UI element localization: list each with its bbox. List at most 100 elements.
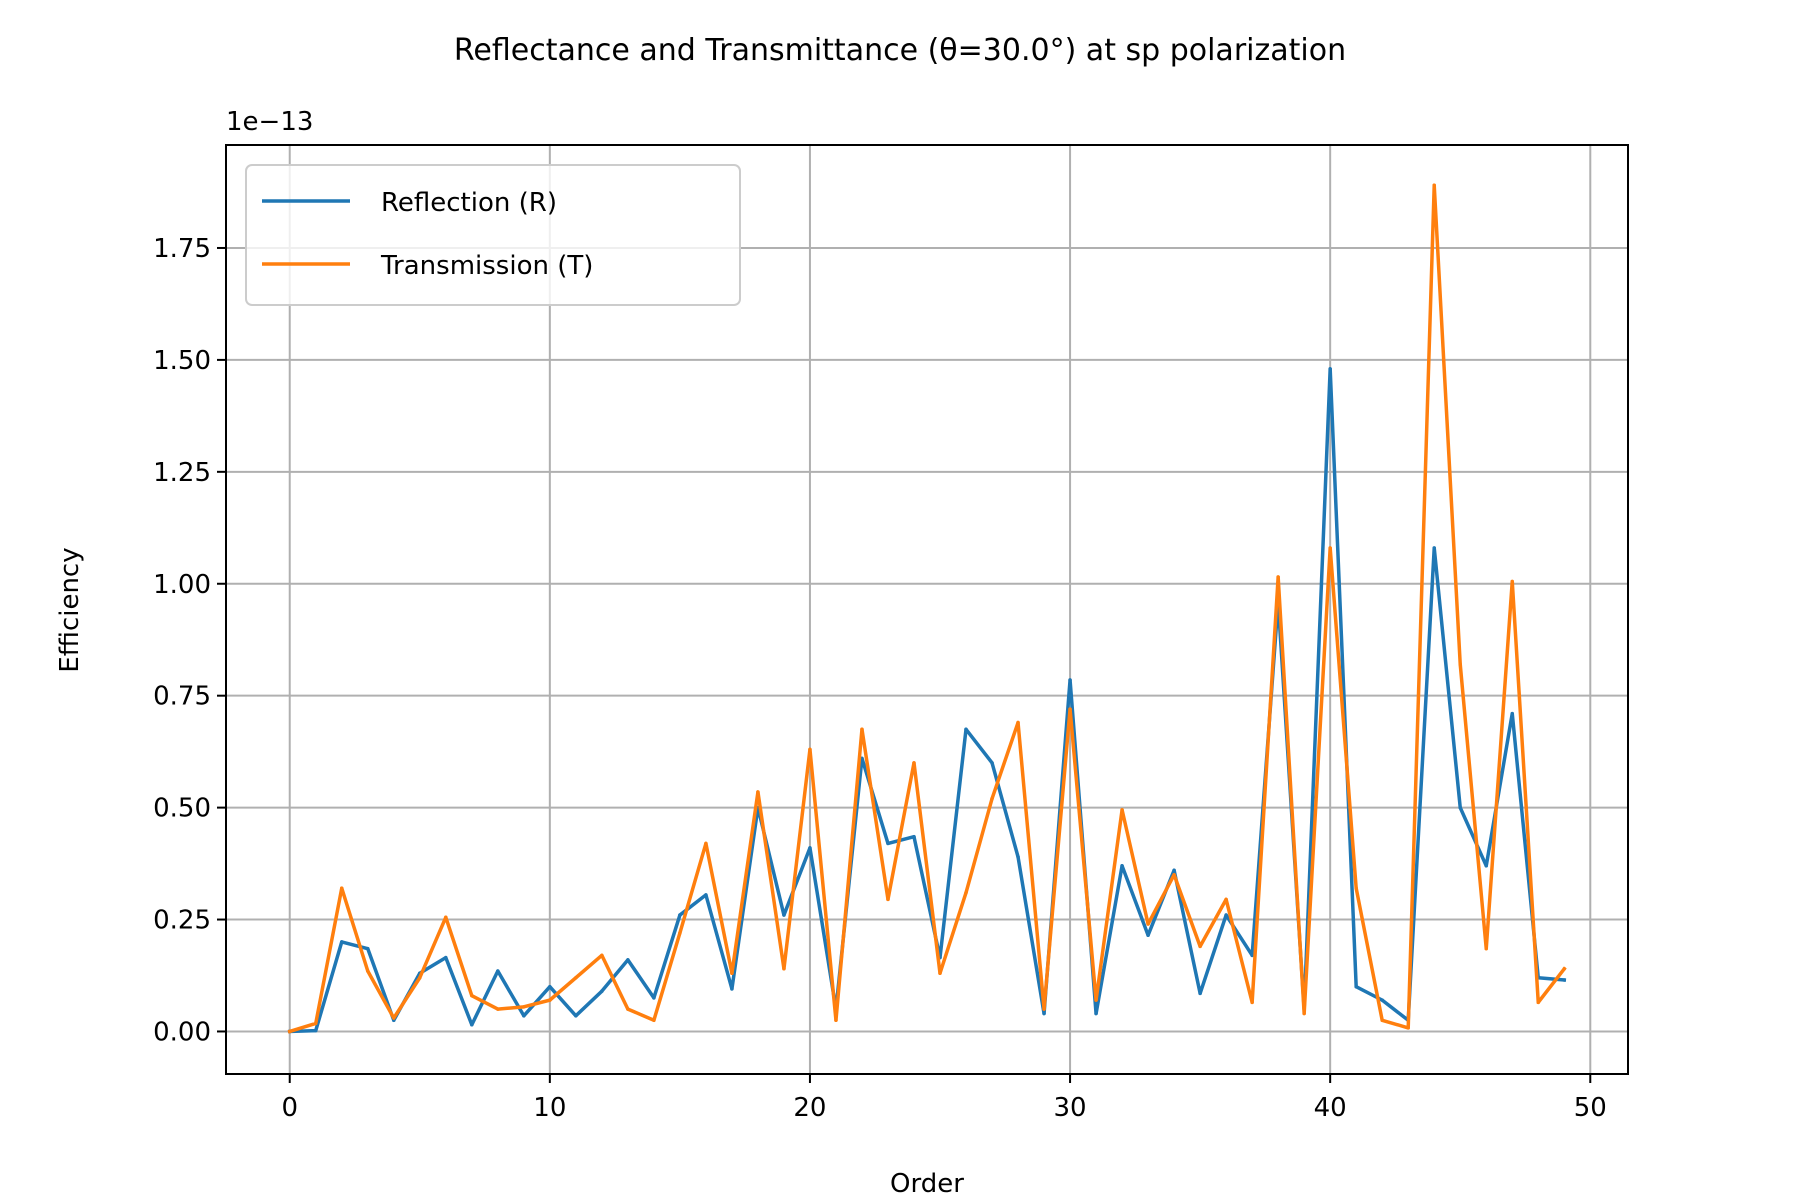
x-tick-label: 10 xyxy=(533,1093,566,1123)
data-point-reflection xyxy=(964,727,968,732)
data-point-reflection xyxy=(574,1014,578,1018)
x-tick-label: 40 xyxy=(1314,1093,1347,1123)
data-point-reflection xyxy=(678,913,682,917)
data-point-reflection xyxy=(782,913,786,917)
data-point-reflection xyxy=(730,987,734,991)
data-point-reflection xyxy=(600,989,604,993)
data-point-reflection xyxy=(1562,978,1567,982)
y-tick-label: 1.25 xyxy=(153,458,211,488)
data-point-reflection xyxy=(1146,933,1150,937)
data-point-transmission xyxy=(1562,967,1567,971)
legend: Reflection (R) Transmission (T) xyxy=(245,164,741,306)
data-point-reflection xyxy=(1250,953,1254,958)
x-tick-label: 20 xyxy=(793,1093,826,1123)
y-tick-label: 0.75 xyxy=(153,682,211,712)
legend-box xyxy=(245,164,741,306)
y-tick-label: 0.00 xyxy=(153,1017,211,1047)
data-point-transmission xyxy=(313,1021,318,1026)
y-tick-label: 0.25 xyxy=(153,906,211,936)
data-point-reflection xyxy=(1484,864,1488,868)
y-offset-label: 1e−13 xyxy=(226,107,313,137)
data-point-reflection xyxy=(1094,1011,1098,1016)
data-point-transmission xyxy=(418,975,422,980)
data-point-reflection xyxy=(626,958,630,962)
data-point-reflection xyxy=(522,1014,526,1018)
data-point-transmission xyxy=(600,953,604,958)
data-point-transmission xyxy=(1536,1000,1541,1005)
x-tick-label: 50 xyxy=(1574,1093,1607,1123)
data-point-reflection xyxy=(1354,984,1358,989)
data-point-transmission xyxy=(886,897,890,902)
data-point-transmission xyxy=(1302,1011,1306,1016)
data-point-transmission xyxy=(1172,873,1176,877)
x-tick-label: 0 xyxy=(281,1093,298,1123)
data-point-transmission xyxy=(730,971,734,976)
data-point-transmission xyxy=(287,1029,292,1034)
data-point-transmission xyxy=(860,727,864,732)
y-axis-label: Efficiency xyxy=(55,547,85,672)
y-tick-label: 1.50 xyxy=(153,346,211,376)
plot-frame xyxy=(225,144,1629,1075)
data-point-reflection xyxy=(496,969,500,973)
legend-label-reflection: Reflection (R) xyxy=(381,188,557,218)
data-point-transmission xyxy=(340,886,344,890)
y-tick-label: 1.75 xyxy=(153,234,211,264)
data-point-transmission xyxy=(782,967,786,971)
series-line-transmission xyxy=(287,183,1567,1034)
data-point-reflection xyxy=(1458,805,1462,810)
data-point-transmission xyxy=(1354,886,1358,890)
data-point-transmission xyxy=(574,975,578,980)
data-point-transmission xyxy=(1042,1007,1046,1011)
data-point-transmission xyxy=(1406,1026,1410,1030)
data-point-reflection xyxy=(1510,711,1514,716)
data-point-reflection xyxy=(1120,864,1124,868)
data-point-reflection xyxy=(548,984,552,989)
series-line-reflection xyxy=(287,367,1567,1034)
data-point-transmission xyxy=(366,969,370,973)
data-point-reflection xyxy=(990,761,994,765)
data-point-reflection xyxy=(1172,868,1176,873)
data-point-transmission xyxy=(834,1018,838,1023)
data-point-reflection xyxy=(1432,546,1436,550)
chart-title: Reflectance and Transmittance (θ=30.0°) … xyxy=(454,33,1346,68)
data-point-reflection xyxy=(444,955,448,960)
data-point-reflection xyxy=(1016,855,1020,859)
data-point-transmission xyxy=(1068,707,1072,711)
data-point-reflection xyxy=(912,834,916,839)
x-tick-label: 30 xyxy=(1054,1093,1087,1123)
y-tick-label: 0.50 xyxy=(153,794,211,824)
data-point-reflection xyxy=(313,1028,318,1033)
data-point-transmission xyxy=(522,1005,526,1009)
data-point-transmission xyxy=(470,993,474,998)
data-point-transmission xyxy=(1016,720,1020,725)
series-layer xyxy=(287,183,1567,1034)
data-point-transmission xyxy=(1198,944,1202,949)
data-point-transmission xyxy=(912,761,916,765)
data-point-reflection xyxy=(470,1023,474,1027)
data-point-transmission xyxy=(1250,1000,1254,1005)
data-point-reflection xyxy=(366,946,370,951)
y-axis: 0.00 0.25 0.50 0.75 1.00 1.25 1.50 1.75 xyxy=(153,234,226,1047)
data-point-transmission xyxy=(1432,183,1436,188)
data-point-reflection xyxy=(1224,913,1228,917)
data-point-transmission xyxy=(1510,579,1514,584)
data-point-reflection xyxy=(1042,1011,1046,1016)
data-point-transmission xyxy=(704,841,708,846)
data-point-reflection xyxy=(652,996,656,1000)
data-point-transmission xyxy=(444,915,448,920)
data-point-transmission xyxy=(1146,922,1150,926)
data-point-reflection xyxy=(1380,998,1384,1002)
data-point-reflection xyxy=(704,893,708,897)
data-point-reflection xyxy=(1068,678,1072,682)
data-point-reflection xyxy=(808,846,812,850)
data-point-transmission xyxy=(1328,546,1332,550)
data-point-transmission xyxy=(1094,998,1098,1002)
data-point-transmission xyxy=(1380,1018,1384,1023)
data-point-transmission xyxy=(1484,946,1488,951)
grid xyxy=(226,145,1628,1074)
data-point-reflection xyxy=(1328,367,1332,371)
x-axis: 0 10 20 30 40 50 xyxy=(281,1074,1607,1123)
data-point-transmission xyxy=(392,1016,396,1020)
data-point-transmission xyxy=(808,747,812,752)
